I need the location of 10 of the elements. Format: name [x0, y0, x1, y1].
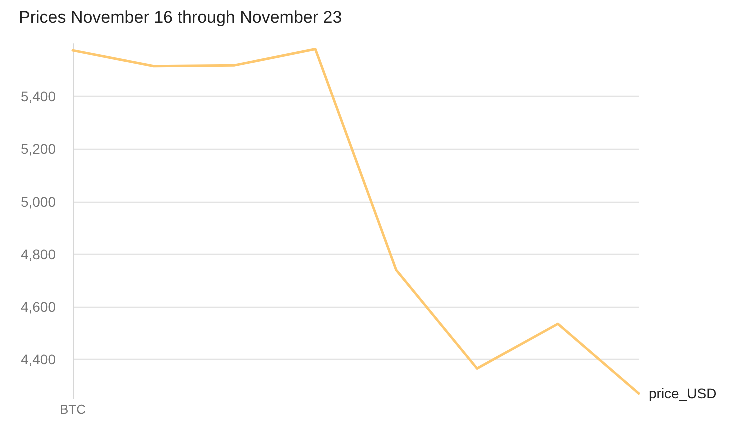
- y-tick-label: 5,000: [20, 194, 56, 210]
- x-tick-label: BTC: [60, 402, 86, 417]
- y-tick-label: 5,400: [20, 88, 56, 105]
- chart-title: Prices November 16 through November 23: [19, 8, 342, 27]
- y-tick-label: 4,800: [20, 246, 56, 262]
- y-tick-label: 5,200: [20, 141, 56, 158]
- line-series: [72, 48, 640, 395]
- series-label: price_USD: [649, 386, 717, 402]
- y-tick-label: 4,600: [20, 298, 56, 315]
- y-tick-label: 4,400: [20, 352, 56, 368]
